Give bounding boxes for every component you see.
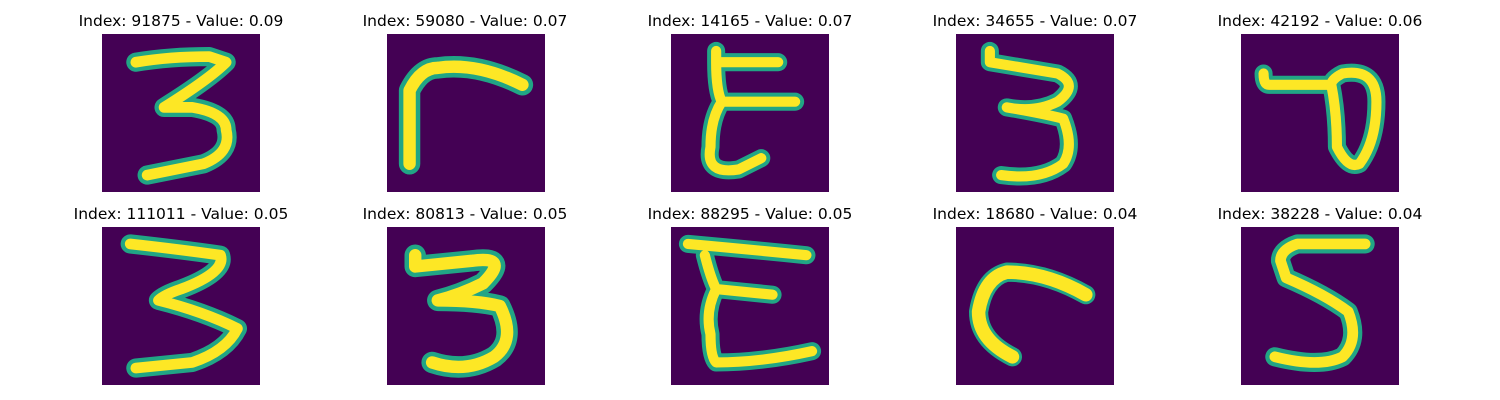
grid-panel-5: Index: 42192 - Value: 0.06 (1200, 10, 1440, 195)
digit-3-icon (387, 227, 545, 385)
loop-stroke-icon (1241, 34, 1399, 192)
digit-3-icon (102, 227, 260, 385)
panel-title: Index: 14165 - Value: 0.07 (647, 12, 853, 30)
panel-title: Index: 18680 - Value: 0.04 (932, 205, 1138, 223)
panel-title: Index: 111011 - Value: 0.05 (73, 205, 289, 223)
grid-panel-6: Index: 111011 - Value: 0.05 (61, 203, 301, 388)
grid-panel-10: Index: 38228 - Value: 0.04 (1200, 203, 1440, 388)
digit-3-icon (956, 34, 1114, 192)
panel-title: Index: 80813 - Value: 0.05 (362, 205, 568, 223)
panel-title: Index: 38228 - Value: 0.04 (1217, 205, 1423, 223)
grid-panel-3: Index: 14165 - Value: 0.07 (630, 10, 870, 195)
grid-panel-4: Index: 34655 - Value: 0.07 (915, 10, 1155, 195)
panel-title: Index: 42192 - Value: 0.06 (1217, 12, 1423, 30)
corner-stroke-icon (387, 34, 545, 192)
panel-title: Index: 91875 - Value: 0.09 (78, 12, 284, 30)
digit-3-icon (102, 34, 260, 192)
digit-5-icon (1241, 227, 1399, 385)
panel-title: Index: 34655 - Value: 0.07 (932, 12, 1138, 30)
arc-stroke-icon (956, 227, 1114, 385)
panel-title: Index: 59080 - Value: 0.07 (362, 12, 568, 30)
grid-panel-7: Index: 80813 - Value: 0.05 (345, 203, 585, 388)
letter-epsilon-icon (671, 34, 829, 192)
grid-panel-9: Index: 18680 - Value: 0.04 (915, 203, 1155, 388)
grid-panel-2: Index: 59080 - Value: 0.07 (345, 10, 585, 195)
letter-epsilon-icon (671, 227, 829, 385)
panel-title: Index: 88295 - Value: 0.05 (647, 205, 853, 223)
grid-panel-1: Index: 91875 - Value: 0.09 (61, 10, 301, 195)
grid-panel-8: Index: 88295 - Value: 0.05 (630, 203, 870, 388)
